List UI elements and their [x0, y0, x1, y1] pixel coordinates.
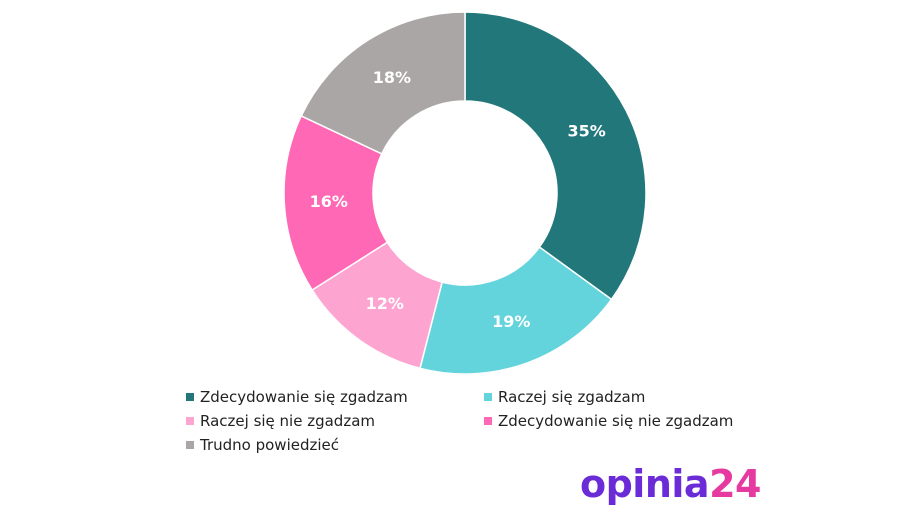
donut-slice-4 — [300, 11, 466, 155]
donut-slice-3 — [283, 114, 389, 292]
slice-value-label-0: 35% — [567, 122, 605, 141]
slice-value-label-4: 18% — [373, 68, 411, 87]
legend-swatch — [186, 441, 194, 449]
legend-label: Zdecydowanie się nie zgadzam — [498, 412, 734, 430]
opinia24-logo: opinia24 — [580, 456, 761, 512]
legend-item-raczej-zgadzam: Raczej się zgadzam — [484, 385, 645, 409]
legend-swatch — [484, 417, 492, 425]
legend-label: Raczej się nie zgadzam — [200, 412, 376, 430]
slice-value-label-3: 16% — [310, 192, 348, 211]
donut-chart: 35% 19% 12% 16% 18% — [283, 11, 647, 375]
legend-swatch — [186, 393, 194, 401]
logo-word: opinia — [580, 462, 710, 506]
legend-label: Trudno powiedzieć — [200, 436, 340, 454]
legend-swatch — [484, 393, 492, 401]
donut-slice-0 — [464, 11, 647, 301]
donut-slice-1 — [419, 246, 613, 375]
logo-text: opinia24 — [580, 462, 761, 506]
legend-item-raczej-nie-zgadzam: Raczej się nie zgadzam — [186, 409, 375, 433]
legend-label: Raczej się zgadzam — [498, 388, 646, 406]
chart-legend: Zdecydowanie się zgadzam Raczej się zgad… — [186, 385, 786, 465]
legend-item-zdecydowanie-nie-zgadzam: Zdecydowanie się nie zgadzam — [484, 409, 733, 433]
legend-item-zdecydowanie-zgadzam: Zdecydowanie się zgadzam — [186, 385, 408, 409]
slice-value-label-2: 12% — [366, 294, 404, 313]
slice-value-label-1: 19% — [492, 312, 530, 331]
legend-label: Zdecydowanie się zgadzam — [200, 388, 408, 406]
legend-item-trudno-powiedziec: Trudno powiedzieć — [186, 433, 339, 457]
logo-number: 24 — [709, 462, 761, 506]
legend-swatch — [186, 417, 194, 425]
